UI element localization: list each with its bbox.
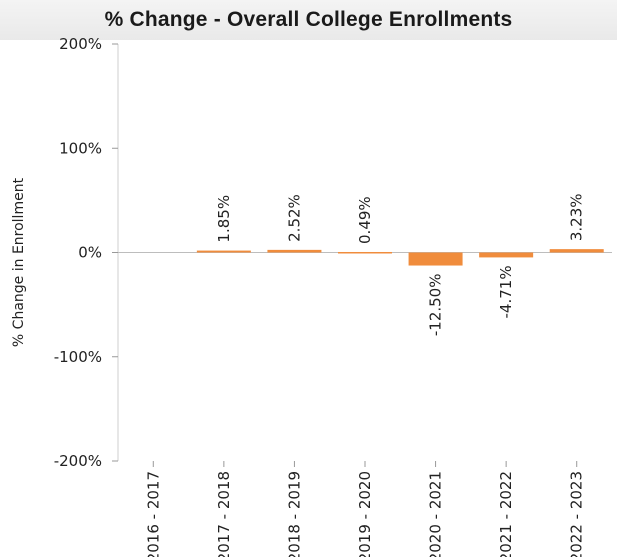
x-tick-label: 2020 - 2021 <box>427 471 445 557</box>
data-label: 0.49% <box>356 196 374 244</box>
x-tick-label: 2022 - 2023 <box>568 471 586 557</box>
data-label: -12.50% <box>427 274 445 337</box>
y-tick-label: -100% <box>54 348 102 366</box>
y-tick-label: 100% <box>59 139 102 157</box>
bar <box>338 251 392 254</box>
x-tick-label: 2018 - 2019 <box>285 471 303 557</box>
x-tick-label: 2019 - 2020 <box>356 471 374 557</box>
data-label: 3.23% <box>568 193 586 241</box>
y-axis-title: % Change in Enrollment <box>11 177 27 347</box>
x-tick-label: 2016 - 2017 <box>144 471 162 557</box>
data-label: 1.85% <box>215 195 233 243</box>
y-tick-label: -200% <box>54 452 102 470</box>
chart-title: % Change - Overall College Enrollments <box>104 8 513 31</box>
bar <box>196 250 251 253</box>
y-tick-label: 200% <box>59 35 102 53</box>
plot-area: -200% -100% 0% 100% 200% % Change in Enrollme… <box>11 35 612 557</box>
bar <box>408 252 463 266</box>
x-tick-label: 2021 - 2022 <box>497 471 515 557</box>
data-label: 2.52% <box>285 194 303 242</box>
title-bar <box>0 0 617 40</box>
y-tick-label: 0% <box>78 244 102 262</box>
bar <box>479 252 534 258</box>
x-tick-label: 2017 - 2018 <box>215 471 233 557</box>
bar <box>549 249 604 253</box>
data-label: -4.71% <box>497 265 515 318</box>
bar <box>267 249 322 253</box>
